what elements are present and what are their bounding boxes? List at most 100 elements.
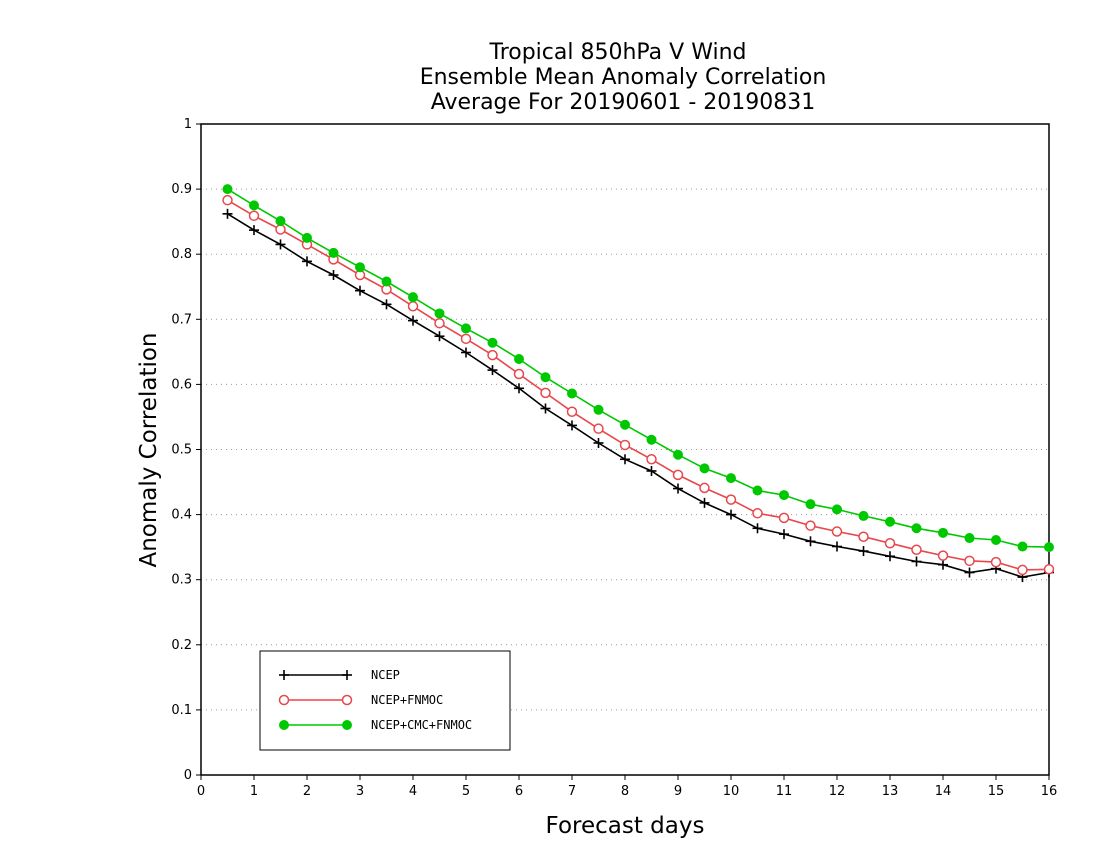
data-point bbox=[911, 523, 922, 534]
data-point bbox=[911, 544, 922, 556]
x-tick-label: 1 bbox=[250, 784, 258, 799]
data-point bbox=[805, 536, 816, 547]
data-point bbox=[672, 469, 684, 481]
legend-entry: NCEP+CMC+FNMOC bbox=[279, 718, 472, 732]
data-point bbox=[831, 526, 843, 537]
y-tick-label: 0.7 bbox=[171, 312, 192, 327]
data-point bbox=[964, 567, 975, 578]
data-point bbox=[434, 317, 445, 329]
data-point bbox=[302, 256, 312, 267]
y-tick-label: 0.2 bbox=[171, 638, 192, 653]
data-point bbox=[725, 494, 737, 505]
data-point bbox=[858, 531, 869, 542]
data-point bbox=[673, 449, 683, 460]
data-point bbox=[752, 508, 763, 519]
x-tick-label: 14 bbox=[935, 784, 952, 799]
y-tick-label: 0.6 bbox=[171, 377, 192, 392]
data-point bbox=[990, 556, 1002, 568]
data-point bbox=[342, 670, 352, 680]
data-point bbox=[752, 485, 763, 496]
axis-ticks: 00.10.20.30.40.50.60.70.80.910 1 2 3 4 5 6 7 8 9 1… bbox=[171, 117, 1057, 799]
data-point bbox=[858, 546, 869, 557]
data-point bbox=[407, 301, 419, 312]
chart-title-line-1: Tropical 850hPa V Wind bbox=[488, 40, 746, 65]
data-point bbox=[275, 224, 286, 235]
y-tick-label: 0.1 bbox=[171, 703, 192, 718]
data-point bbox=[832, 541, 842, 552]
data-point bbox=[408, 292, 418, 303]
data-point bbox=[487, 337, 498, 348]
data-point bbox=[884, 537, 896, 549]
data-point bbox=[567, 420, 577, 431]
data-point bbox=[646, 434, 657, 445]
data-point bbox=[964, 555, 975, 567]
series-ncep bbox=[222, 208, 1054, 583]
data-point bbox=[673, 483, 683, 494]
data-point bbox=[805, 520, 816, 531]
data-point bbox=[434, 331, 445, 342]
x-tick-label: 3 bbox=[356, 784, 364, 799]
data-point bbox=[646, 454, 657, 465]
legend-entry: NCEP bbox=[279, 668, 400, 682]
data-point bbox=[699, 463, 710, 474]
x-axis-label: Forecast days bbox=[546, 813, 705, 839]
data-point bbox=[540, 387, 551, 399]
data-point bbox=[514, 354, 524, 365]
data-point bbox=[278, 694, 290, 706]
data-point bbox=[646, 465, 657, 476]
data-point bbox=[620, 454, 630, 465]
data-point bbox=[302, 232, 312, 243]
data-point bbox=[593, 437, 604, 448]
data-point bbox=[779, 490, 789, 501]
x-tick-label: 8 bbox=[621, 784, 629, 799]
x-tick-label: 9 bbox=[674, 784, 682, 799]
data-point bbox=[222, 184, 233, 195]
y-axis-label: Anomaly Correlation bbox=[136, 332, 162, 567]
legend-label: NCEP bbox=[371, 668, 400, 682]
data-point bbox=[279, 720, 289, 730]
x-tick-label: 15 bbox=[988, 784, 1005, 799]
y-tick-label: 0 bbox=[184, 768, 192, 783]
data-point bbox=[540, 372, 551, 383]
data-point bbox=[249, 200, 259, 211]
x-tick-label: 4 bbox=[409, 784, 417, 799]
data-point bbox=[778, 512, 790, 524]
data-point bbox=[355, 285, 365, 296]
data-point bbox=[341, 694, 353, 706]
data-point bbox=[381, 276, 392, 287]
legend-entry: NCEP+FNMOC bbox=[278, 693, 443, 707]
y-tick-label: 0.3 bbox=[171, 573, 192, 588]
data-point bbox=[567, 388, 577, 399]
legend-label: NCEP+CMC+FNMOC bbox=[371, 718, 472, 732]
x-tick-label: 10 bbox=[723, 784, 740, 799]
data-point bbox=[1043, 564, 1055, 575]
x-tick-label: 6 bbox=[515, 784, 523, 799]
data-point bbox=[699, 482, 710, 494]
data-point bbox=[620, 419, 630, 430]
data-point bbox=[1044, 542, 1054, 553]
data-point bbox=[964, 533, 975, 544]
data-point bbox=[381, 299, 392, 310]
data-point bbox=[885, 551, 895, 562]
chart-title-line-2: Ensemble Mean Anomaly Correlation bbox=[420, 65, 827, 90]
data-point bbox=[1017, 564, 1028, 576]
data-point bbox=[487, 365, 498, 376]
series-line bbox=[227, 213, 1050, 578]
data-point bbox=[328, 247, 339, 258]
x-tick-label: 11 bbox=[776, 784, 793, 799]
data-point bbox=[911, 556, 922, 567]
y-tick-label: 1 bbox=[184, 117, 192, 132]
data-point bbox=[937, 550, 949, 561]
data-point bbox=[434, 308, 445, 319]
x-tick-label: 12 bbox=[829, 784, 846, 799]
data-point bbox=[461, 347, 471, 358]
series-group bbox=[222, 184, 1055, 583]
data-point bbox=[460, 333, 472, 345]
y-tick-label: 0.8 bbox=[171, 247, 192, 262]
data-point bbox=[328, 270, 339, 281]
chart-title-line-3: Average For 20190601 - 20190831 bbox=[431, 90, 816, 115]
data-point bbox=[279, 670, 289, 680]
data-point bbox=[540, 403, 551, 414]
data-point bbox=[355, 262, 365, 273]
x-tick-label: 7 bbox=[568, 784, 576, 799]
